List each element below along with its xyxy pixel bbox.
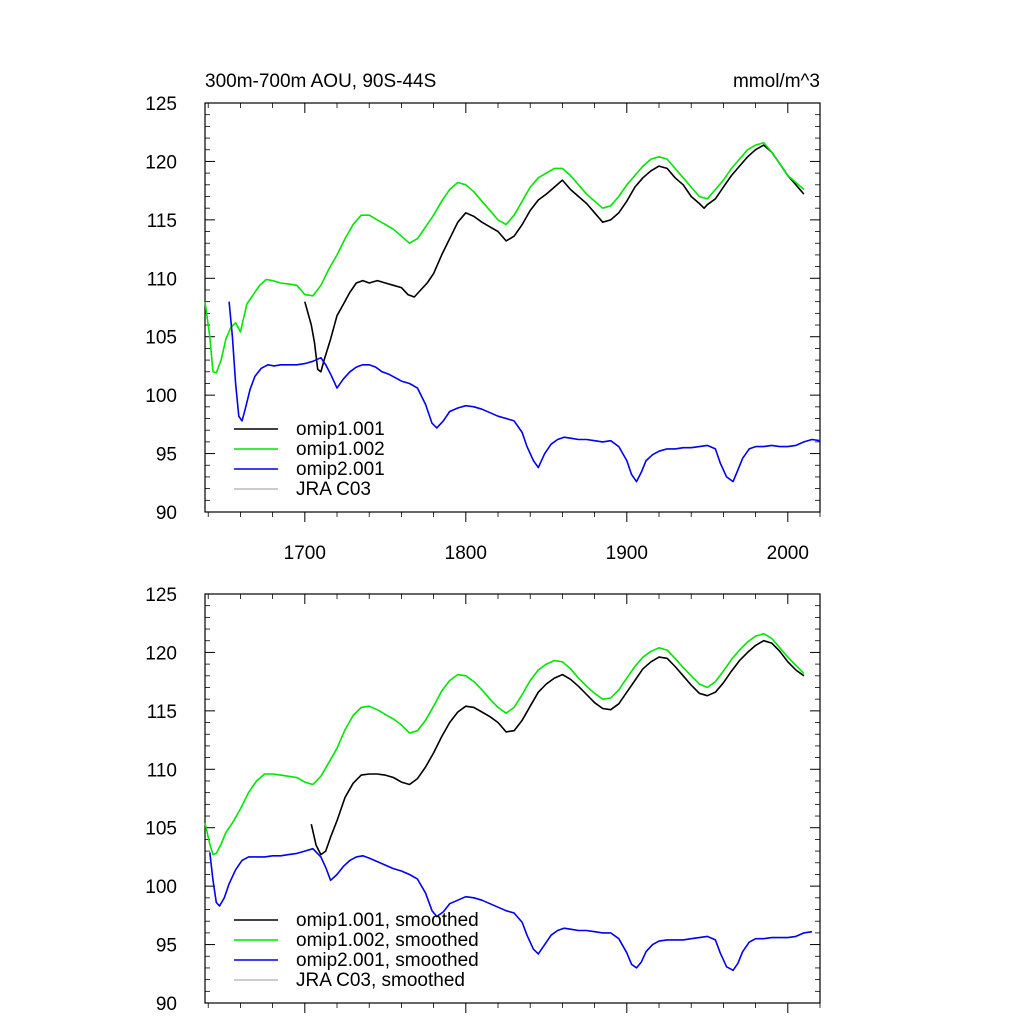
x-tick-label: 1900	[606, 543, 648, 564]
y-tick-label: 90	[156, 994, 177, 1015]
y-tick-label: 105	[145, 819, 177, 840]
series-line-omip1-002	[204, 141, 805, 374]
y-tick-label: 100	[145, 877, 177, 898]
y-tick-label: 115	[147, 211, 177, 232]
y-tick-label: 110	[147, 760, 177, 781]
y-tick-label: 100	[145, 386, 177, 407]
y-tick-label: 105	[145, 328, 177, 349]
legend-label: omip2.001	[296, 459, 385, 480]
y-tick-label: 115	[147, 702, 177, 723]
series-line-omip1-001-smoothed	[310, 639, 805, 856]
legend-label: omip2.001, smoothed	[296, 950, 479, 971]
y-tick-label: 95	[156, 936, 177, 957]
legend-label: omip1.002, smoothed	[296, 930, 479, 951]
y-tick-label: 95	[156, 445, 177, 466]
y-tick-label: 90	[156, 503, 177, 524]
legend-label: omip1.002	[296, 439, 385, 460]
legend-label: omip1.001	[296, 419, 385, 440]
legend-label: JRA C03	[296, 479, 371, 500]
y-tick-label: 120	[145, 152, 177, 173]
x-tick-label: 1700	[284, 543, 326, 564]
chart-panel-top: 300m-700m AOU, 90S-44S mmol/m^3 90 95 100 1…	[145, 71, 821, 564]
series-line-omip2-001-smoothed	[209, 847, 813, 972]
x-tick-label: 1800	[445, 543, 487, 564]
chart-title: 300m-700m AOU, 90S-44S	[205, 71, 436, 92]
chart-panel-bottom: 90 95 100 105 110 115 120 125 omip1.001, smoothe…	[145, 585, 821, 1015]
legend-label: omip1.001, smoothed	[296, 910, 479, 931]
y-tick-label: 110	[147, 269, 177, 290]
plot-frame	[204, 593, 821, 1004]
series-line-omip1-002-smoothed	[204, 632, 805, 856]
units-label: mmol/m^3	[733, 71, 820, 92]
y-tick-label: 125	[145, 94, 177, 115]
y-tick-label: 125	[145, 585, 177, 606]
legend-label: JRA C03, smoothed	[296, 970, 465, 991]
y-tick-label: 120	[145, 643, 177, 664]
series-line-omip2-001	[228, 301, 821, 483]
series-line-omip1-001	[304, 144, 805, 373]
x-tick-label: 2000	[767, 543, 809, 564]
